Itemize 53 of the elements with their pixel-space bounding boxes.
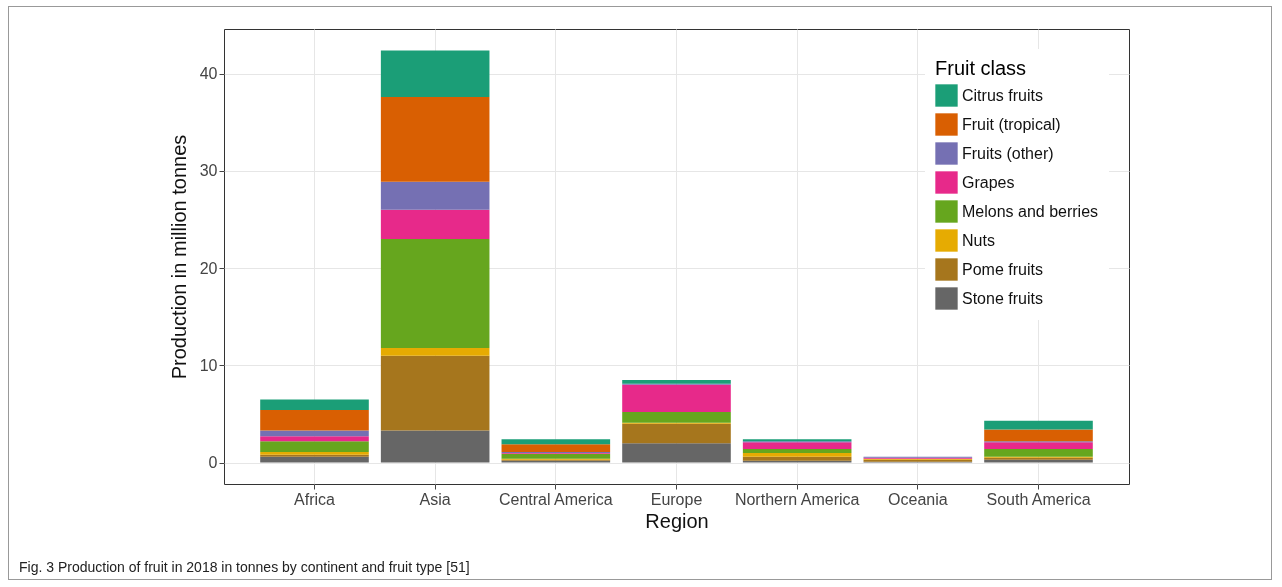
x-axis-title: Region [645,509,709,532]
x-tick-label: Oceania [888,490,948,508]
y-tick-label: 10 [199,356,218,374]
bar [742,452,852,457]
legend-label: Stone fruits [962,289,1043,307]
bar [501,453,611,459]
legend-label: Melons and berries [962,202,1099,220]
bar [742,442,852,449]
bar [260,441,369,452]
x-tick-label: Northern America [734,490,860,508]
x-tick-label: Europe [650,490,703,508]
bar [380,430,490,463]
y-tick-label: 0 [208,454,218,472]
bar [742,456,852,461]
bar [380,50,490,98]
bar [260,456,369,463]
x-tick-label: Central America [498,490,613,508]
x-tick-label: Asia [419,490,451,508]
bar [984,429,1093,442]
caption: Fig. 3 Production of fruit in 2018 in tonnes by continent and fruit type [51] [19,559,470,575]
legend-label: Fruit (tropical) [962,115,1061,133]
legend-label: Pome fruits [962,260,1043,278]
bar [501,439,611,445]
bar [380,355,490,431]
bar [622,379,731,384]
legend-label: Nuts [962,231,995,249]
bar [501,444,611,452]
x-tick-label: Africa [294,490,336,508]
y-tick-label: 20 [199,259,218,277]
bar [742,449,852,453]
y-tick-label: 40 [199,65,218,83]
bar [380,209,490,239]
bar [380,181,490,210]
legend-label: Grapes [962,173,1015,191]
bar [622,384,731,413]
bar [260,399,369,411]
bar [984,420,1093,430]
bar [260,410,369,431]
x-tick-label: South America [986,490,1091,508]
bar [984,442,1093,449]
legend-title: Fruit class [935,57,1027,79]
bar [260,436,369,442]
legend-label: Citrus fruits [962,86,1043,104]
legend-label: Fruits (other) [962,144,1054,162]
y-tick-label: 30 [199,162,218,180]
bar [622,412,731,423]
bar [380,97,490,182]
bar [622,423,731,444]
y-axis-title: Production in million tonnes [167,134,190,380]
bar [380,239,490,348]
bar [380,347,490,356]
bar [622,443,731,463]
bar [984,449,1093,457]
